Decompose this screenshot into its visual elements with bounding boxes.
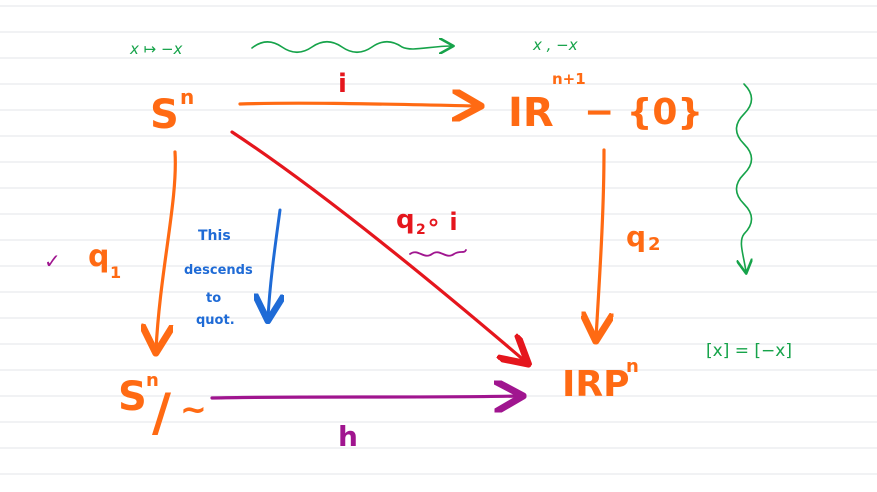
projective-symbol: IRP — [562, 364, 630, 405]
node-quotient: S n / ~ — [118, 370, 207, 443]
node-real-space: IR n+1 − {0} — [508, 70, 703, 136]
quotient-symbol: S — [118, 374, 147, 420]
squiggle-arrow-top — [251, 42, 452, 53]
real-space-symbol: IR — [508, 90, 554, 136]
label-q1: q 1 — [88, 239, 121, 282]
arrow-inclusion — [238, 103, 478, 106]
label-q1-letter: q — [88, 239, 109, 274]
label-composite-letter: q — [396, 205, 415, 235]
arrow-note — [268, 208, 280, 318]
checkmark: ✓ — [44, 249, 61, 273]
projective-superscript: n — [626, 356, 639, 377]
top-right-annotation: x , −x — [532, 36, 578, 54]
label-q2-letter: q — [626, 220, 646, 253]
ruled-lines — [0, 5, 877, 475]
sphere-symbol: S — [150, 92, 179, 138]
label-q1-subscript: 1 — [110, 263, 121, 282]
node-sphere: S n — [150, 85, 194, 138]
note-descends: This descends to quot. — [184, 228, 253, 328]
composite-underline-squiggle — [409, 249, 467, 257]
arrow-composite — [230, 130, 526, 362]
sphere-superscript: n — [180, 85, 194, 109]
label-composite: q 2 ∘ i — [396, 205, 458, 238]
real-space-superscript: n+1 — [552, 70, 586, 88]
real-space-minus-origin: − {0} — [584, 92, 703, 133]
note-line-1: This — [198, 228, 231, 244]
arrow-induced — [210, 396, 520, 398]
squiggle-arrow-right — [735, 83, 752, 272]
quotient-tilde: ~ — [180, 390, 207, 428]
label-q2: q 2 — [626, 220, 661, 255]
top-left-annotation: x ↦ −x — [129, 40, 183, 58]
note-line-4: quot. — [196, 313, 235, 328]
arrow-q2 — [596, 148, 604, 338]
label-induced: h — [338, 420, 358, 453]
node-projective: IRP n — [562, 356, 639, 405]
label-composite-tail: ∘ i — [426, 208, 458, 236]
label-q2-subscript: 2 — [648, 234, 661, 255]
note-line-2: descends — [184, 263, 253, 278]
label-inclusion: i — [338, 69, 347, 99]
quotient-superscript: n — [146, 370, 159, 391]
quotient-slash: / — [152, 383, 171, 443]
note-line-3: to — [206, 291, 221, 306]
label-composite-subscript: 2 — [416, 222, 426, 238]
arrow-q1 — [156, 150, 177, 350]
equivalence-annotation: [x] = [−x] — [706, 341, 792, 361]
